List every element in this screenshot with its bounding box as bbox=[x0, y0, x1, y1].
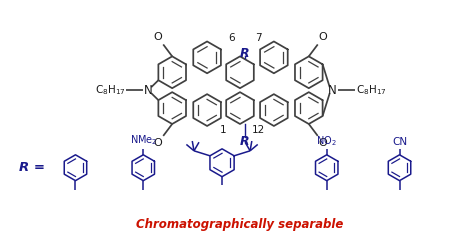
Text: 7: 7 bbox=[255, 33, 261, 44]
Text: C$_8$H$_{17}$: C$_8$H$_{17}$ bbox=[356, 83, 386, 97]
Text: NO$_2$: NO$_2$ bbox=[317, 134, 337, 148]
Text: 1: 1 bbox=[220, 125, 227, 135]
Text: R =: R = bbox=[18, 161, 45, 174]
Text: O: O bbox=[154, 32, 163, 42]
Text: 6: 6 bbox=[228, 33, 235, 44]
Text: NMe$_2$: NMe$_2$ bbox=[129, 133, 157, 147]
Text: R: R bbox=[240, 47, 250, 60]
Text: 12: 12 bbox=[252, 125, 265, 135]
Text: Chromatographically separable: Chromatographically separable bbox=[137, 218, 344, 231]
Text: C$_8$H$_{17}$: C$_8$H$_{17}$ bbox=[94, 83, 125, 97]
Text: R: R bbox=[240, 135, 250, 148]
Text: O: O bbox=[319, 32, 327, 42]
Text: O: O bbox=[319, 138, 327, 148]
Text: O: O bbox=[154, 138, 163, 148]
Text: N: N bbox=[144, 84, 153, 97]
Text: CN: CN bbox=[392, 137, 407, 147]
Text: N: N bbox=[328, 84, 337, 97]
